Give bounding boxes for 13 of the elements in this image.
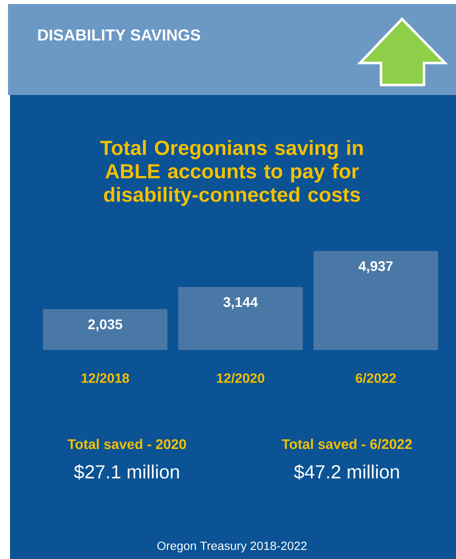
text: $47.2 million [294,464,399,480]
data-label: 4,937 [358,261,393,274]
text: Total saved - 6/2022 [282,438,412,450]
x-tick-label: 12/2020 [217,372,264,383]
data-label: 2,035 [88,319,122,332]
chart-subtitle: Total Oregonians saving in ABLE accounts to pay for disability-connected costs [100,140,363,206]
x-tick-label: 6/2022 [356,372,396,383]
text: $27.1 million [74,464,179,480]
x-tick-label: 12/2018 [82,372,130,383]
text: Oregon Treasury 2018-2022 [157,542,307,552]
data-label: 3,144 [223,297,258,310]
chart-title: DISABILITY SAVINGS [38,29,200,41]
text: Total saved - 2020 [68,438,186,450]
